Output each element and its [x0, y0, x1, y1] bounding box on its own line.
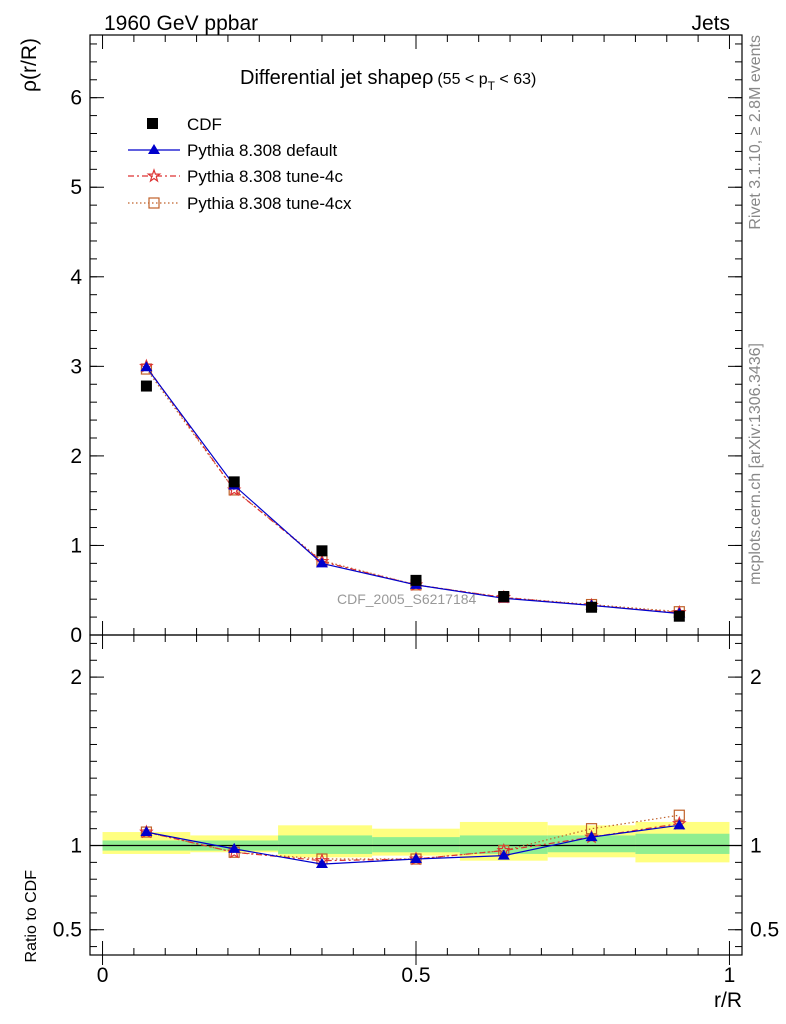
x-tick-label: 1 [724, 964, 736, 987]
header-right: Jets [691, 12, 730, 35]
main-series-1-point [140, 361, 153, 372]
legend-label-cdf: CDF [187, 115, 222, 134]
ratio-stat-band [278, 835, 373, 854]
main-y-tick-label: 6 [70, 87, 82, 110]
ratio-series-0-point [315, 858, 328, 869]
ratio-y-tick-label-right: 1 [750, 835, 762, 858]
rivet-label: Rivet 3.1.10, ≥ 2.8M events [747, 35, 764, 230]
main-y-tick-label: 2 [70, 445, 82, 468]
legend-marker-tune4c [146, 168, 162, 183]
legend-label-tune4cx: Pythia 8.308 tune-4cx [187, 194, 352, 213]
main-y-tick-label: 5 [70, 176, 82, 199]
legend-label-default: Pythia 8.308 default [187, 141, 338, 160]
main-series-1-point [315, 557, 328, 568]
ratio-y-tick-label: 1 [70, 835, 82, 858]
main-y-tick-label: 3 [70, 355, 82, 378]
main-series-0-point [316, 545, 328, 557]
ratio-series-0-point [673, 819, 686, 830]
ratio-y-tick-label-right: 2 [750, 666, 762, 689]
ratio-series-0-point [140, 826, 153, 837]
header-left: 1960 GeV ppbar [104, 12, 258, 35]
main-series-0-point [498, 590, 510, 602]
ratio-stat-band [635, 833, 730, 854]
main-series-3-line [145, 368, 680, 613]
ratio-panel: 0.5 0.5 1 1 2 2 0 0.5 1 [53, 634, 779, 987]
mcplots-label: mcplots.cern.ch [arXiv:1306.3436] [747, 343, 764, 585]
legend-marker-default [148, 144, 160, 154]
x-tick-label: 0.5 [401, 964, 430, 987]
ratio-y-axis-title: Ratio to CDF [23, 870, 40, 963]
legend: CDF Pythia 8.308 default Pythia 8.308 tu… [128, 115, 352, 213]
ratio-series-0-point [228, 842, 241, 853]
ratio-y-tick-label: 2 [70, 666, 82, 689]
ratio-series-0-point [410, 853, 422, 863]
legend-marker-tune4cx [148, 197, 160, 209]
plot-title: Differential jet shapeρ (55 < pT < 63) [240, 67, 536, 93]
main-series-0-point [410, 574, 422, 586]
legend-label-tune4c: Pythia 8.308 tune-4c [187, 167, 343, 186]
main-y-tick-label: 1 [70, 534, 82, 557]
legend-marker-cdf [147, 118, 158, 129]
x-axis-title: r/R [714, 989, 742, 1012]
x-tick-label: 0 [97, 964, 109, 987]
ratio-y-tick-label: 0.5 [53, 919, 82, 942]
main-y-axis-title: ρ(r/R) [18, 38, 41, 92]
main-series-0-point [140, 380, 152, 392]
ratio-stat-band [547, 835, 636, 853]
main-series-0-point [228, 476, 240, 488]
ratio-frame [89, 634, 743, 956]
analysis-watermark: CDF_2005_S6217184 [337, 591, 477, 607]
ratio-series-0-point [585, 831, 598, 842]
main-panel: 0 1 2 3 4 5 6 [70, 34, 743, 647]
main-series-0-point [673, 610, 685, 622]
main-y-tick-label: 4 [70, 266, 82, 289]
ratio-y-tick-label-right: 0.5 [750, 919, 779, 942]
ratio-stat-band [372, 837, 460, 853]
main-series-0-point [586, 601, 598, 613]
main-y-tick-label: 0 [70, 624, 82, 647]
ratio-series-0-point [497, 849, 510, 860]
